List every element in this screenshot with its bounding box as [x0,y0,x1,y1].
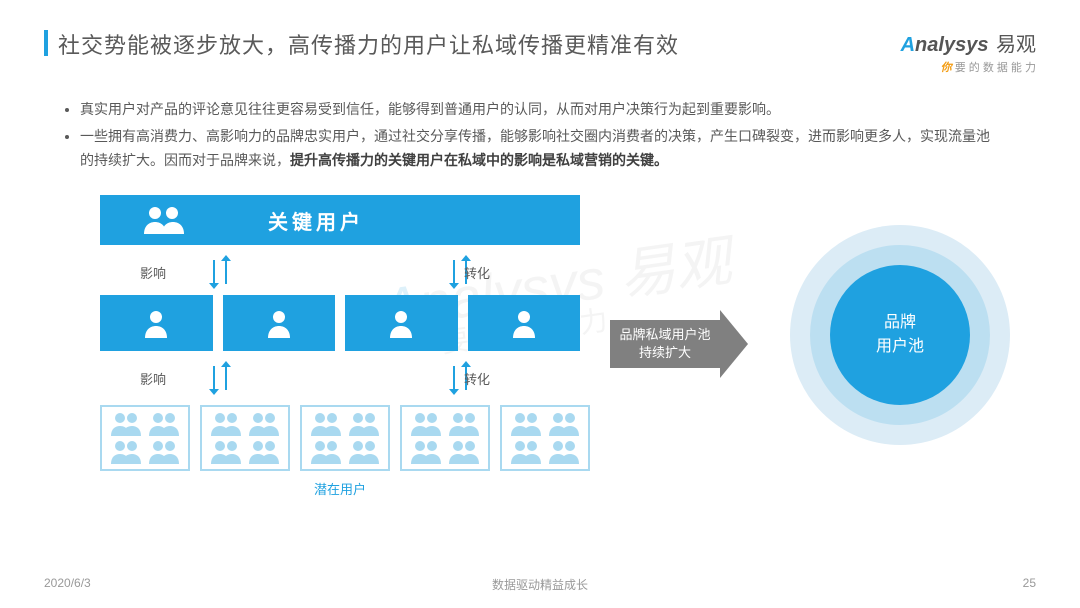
convert-label: 转化 [464,263,490,282]
potential-card [200,405,290,471]
footer-center: 数据驱动精益成长 [492,576,588,593]
user-card [345,295,458,351]
footer-page: 25 [1023,576,1036,590]
people-icon [140,204,188,236]
growth-arrow: 品牌私域用户池 持续扩大 [610,310,748,378]
arrow-row-1: 影响 转化 [100,249,580,295]
potential-card [400,405,490,471]
logo-letter-a: A [901,34,915,56]
arrow-down-icon [453,260,455,284]
key-user-label: 关键用户 [268,206,364,235]
brand-tagline: 你 要 的 数 据 能 力 [901,59,1036,75]
arrow-head-icon [720,310,748,378]
influence-label: 影响 [140,369,166,388]
user-card [100,295,213,351]
user-card [223,295,336,351]
arrow-up-icon [225,260,227,284]
arrow-up-icon [225,366,227,390]
funnel-diagram: 关键用户 影响 转化 影响 转化 潜在用户 [100,195,580,498]
potential-caption: 潜在用户 [100,479,580,498]
logo-cn: 易观 [996,34,1036,56]
title-wrap: 社交势能被逐步放大，高传播力的用户让私域传播更精准有效 [44,28,679,60]
user-card [468,295,581,351]
ring-core: 品牌 用户池 [830,265,970,405]
potential-card [500,405,590,471]
user-pool-circle: 品牌 用户池 [790,225,1010,445]
influence-label: 影响 [140,263,166,282]
logo-text: nalysys [915,34,988,56]
arrow-down-icon [213,366,215,390]
convert-label: 转化 [464,369,490,388]
arrow-down-icon [453,366,455,390]
bullet-item: 真实用户对产品的评论意见往往更容易受到信任，能够得到普通用户的认同，从而对用户决… [80,97,1000,122]
brand-logo: Analysys 易观 你 要 的 数 据 能 力 [901,28,1036,75]
page-title: 社交势能被逐步放大，高传播力的用户让私域传播更精准有效 [58,28,679,60]
title-accent-bar [44,30,48,56]
potential-user-row [100,405,580,471]
potential-card [300,405,390,471]
arrow-down-icon [213,260,215,284]
footer-date: 2020/6/3 [44,576,91,590]
bullet-item: 一些拥有高消费力、高影响力的品牌忠实用户，通过社交分享传播，能够影响社交圈内消费… [80,124,1000,173]
mid-user-row [100,295,580,351]
header: 社交势能被逐步放大，高传播力的用户让私域传播更精准有效 Analysys 易观 … [0,0,1080,75]
arrow-row-2: 影响 转化 [100,355,580,401]
potential-card [100,405,190,471]
key-user-bar: 关键用户 [100,195,580,245]
arrow-label: 品牌私域用户池 持续扩大 [610,320,720,368]
footer: 2020/6/3 数据驱动精益成长 25 [0,576,1080,590]
bullet-list: 真实用户对产品的评论意见往往更容易受到信任，能够得到普通用户的认同，从而对用户决… [0,75,1080,173]
